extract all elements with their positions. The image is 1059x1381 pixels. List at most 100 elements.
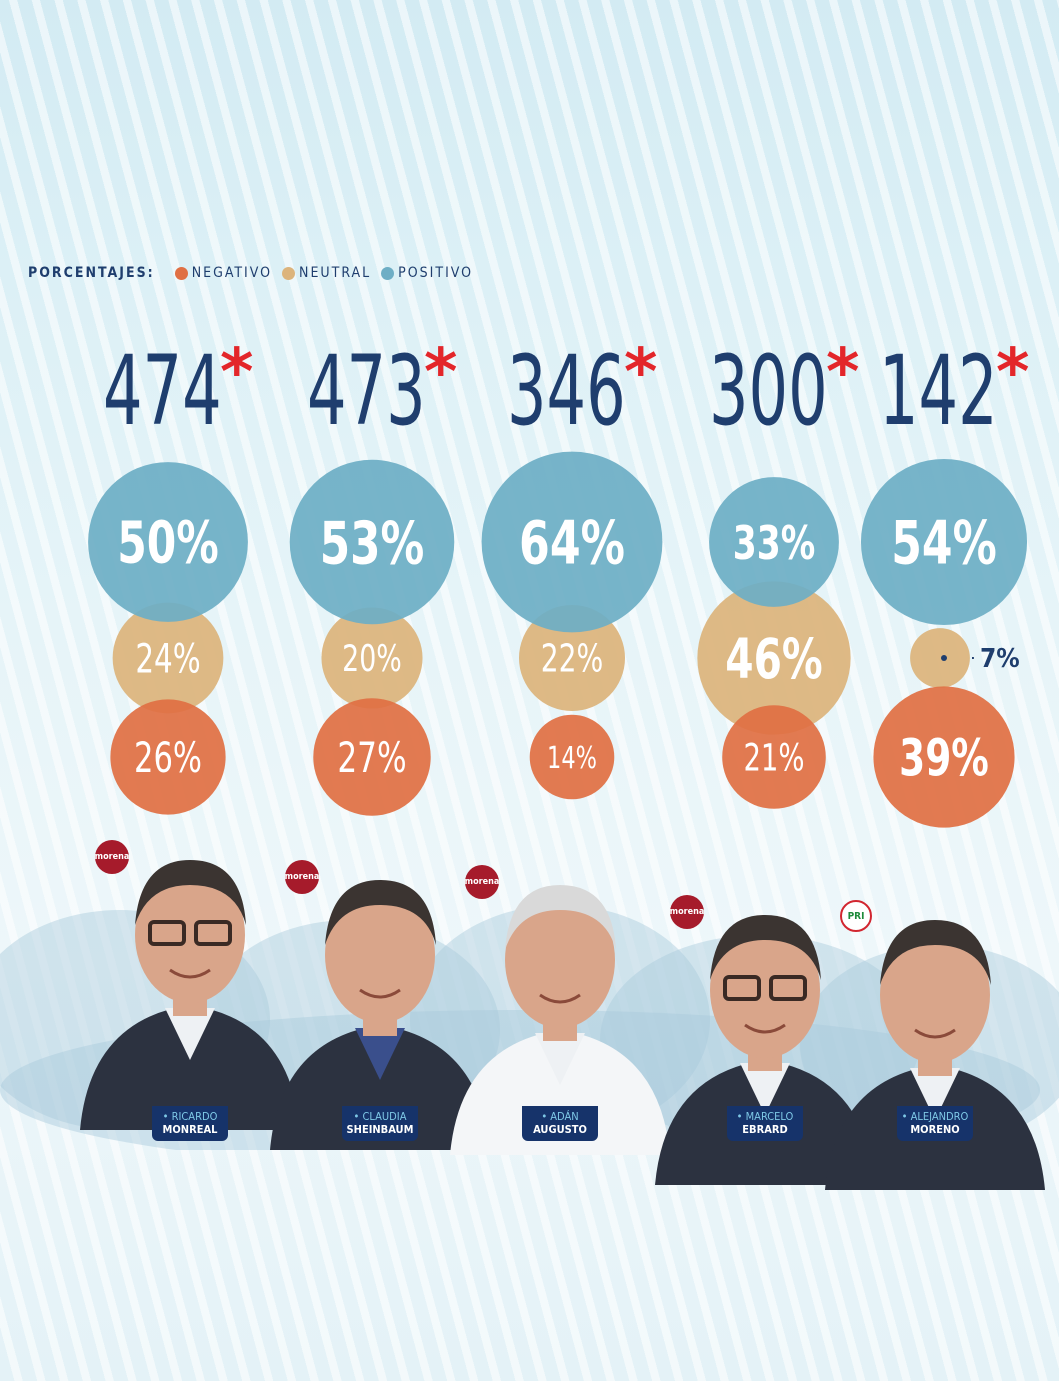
candidate-first-name: • CLAUDIA <box>353 1110 407 1123</box>
candidate-last-name: SHEINBAUM <box>346 1123 414 1136</box>
bubble-positivo <box>860 458 1028 626</box>
bubble-negativo <box>529 714 615 800</box>
candidate-last-name: MONREAL <box>162 1123 218 1136</box>
mouth <box>169 968 211 979</box>
legend: PORCENTAJES: NEGATIVO NEUTRAL POSITIVO <box>28 262 483 284</box>
mouth <box>744 1023 786 1034</box>
morena-logo: morena <box>285 860 319 894</box>
face <box>505 892 615 1028</box>
bubble-label: 7% <box>980 644 1020 674</box>
bubble-label: 24% <box>135 635 200 682</box>
bubble-label: 39% <box>899 728 989 787</box>
hair <box>505 885 616 950</box>
bubble-label: 22% <box>541 638 604 682</box>
bubble-label: 53% <box>320 509 425 578</box>
bubble-label: 27% <box>337 734 406 783</box>
total-value: 473 <box>307 334 426 446</box>
shirt <box>910 1068 960 1120</box>
total-asterisk: * <box>624 336 657 410</box>
candidate-portrait <box>270 880 490 1150</box>
bubble-label: 21% <box>743 737 804 781</box>
pri-logo: PRI <box>840 900 872 932</box>
total-asterisk: * <box>996 336 1029 410</box>
legend-label-negativo: NEGATIVO <box>191 265 273 281</box>
candidate-last-name: MORENO <box>910 1123 960 1136</box>
bubble-label: 26% <box>134 734 202 782</box>
mouth <box>914 1028 956 1039</box>
face <box>135 867 245 1003</box>
legend-label-positivo: POSITIVO <box>398 265 474 281</box>
candidate-portrait <box>825 920 1045 1190</box>
morena-logo: morena <box>670 895 704 929</box>
bubble-label: 50% <box>117 510 219 577</box>
face <box>880 927 990 1063</box>
shirt <box>740 1063 790 1115</box>
bubble-positivo <box>709 477 839 607</box>
shoulders <box>80 1005 300 1130</box>
bubble-negativo <box>873 686 1015 828</box>
bubble-negativo <box>313 698 431 816</box>
hair <box>325 880 436 945</box>
glasses-right <box>769 975 807 1001</box>
glasses-left <box>148 920 186 946</box>
bubble-neutral <box>910 628 970 688</box>
bubble-label: 64% <box>519 508 625 578</box>
bubble-label: 20% <box>342 637 402 680</box>
candidate-first-name: • ADÁN <box>541 1110 579 1123</box>
glasses-right <box>194 920 232 946</box>
candidate-name-tag: • RICARDO MONREAL <box>152 1106 228 1141</box>
bubble-negativo <box>722 705 826 809</box>
mouth <box>539 993 581 1004</box>
bubble-neutral <box>697 581 851 735</box>
candidate-portrait <box>450 885 670 1155</box>
candidate-name-tag: • ADÁN AUGUSTO <box>522 1106 598 1141</box>
candidate-first-name: • ALEJANDRO <box>901 1110 969 1123</box>
glasses-left <box>723 975 761 1001</box>
shoulders <box>270 1025 490 1150</box>
bubble-label: 54% <box>891 508 997 578</box>
bubble-positivo <box>481 451 663 633</box>
morena-logo: morena <box>465 865 499 899</box>
candidate-name-tag: • CLAUDIA SHEINBAUM <box>342 1106 418 1141</box>
bubble-positivo <box>88 462 248 622</box>
hair <box>880 920 991 985</box>
morena-logo: morena <box>95 840 129 874</box>
hair <box>135 860 246 925</box>
shirt <box>165 1008 215 1060</box>
legend-item-negativo: NEGATIVO <box>174 265 273 281</box>
total-value: 300 <box>709 334 828 446</box>
candidate-name-tag: • MARCELO EBRARD <box>727 1106 803 1141</box>
bubble-neutral <box>518 604 626 712</box>
legend-dot-positivo <box>381 266 395 280</box>
legend-dot-negativo <box>174 266 188 280</box>
shirt <box>535 1033 585 1085</box>
legend-title: PORCENTAJES: <box>28 265 155 281</box>
bubble-neutral <box>321 607 423 709</box>
shirt <box>355 1028 405 1080</box>
total-asterisk: * <box>826 336 859 410</box>
legend-label-neutral: NEUTRAL <box>299 265 372 281</box>
hair <box>710 915 821 980</box>
bubble-label: 33% <box>733 516 815 571</box>
bubble-label: 14% <box>547 740 597 776</box>
total-value: 474 <box>103 334 222 446</box>
total-value: 346 <box>507 334 626 446</box>
candidate-last-name: EBRARD <box>742 1123 788 1136</box>
legend-item-positivo: POSITIVO <box>381 265 473 281</box>
candidate-name-tag: • ALEJANDRO MORENO <box>897 1106 973 1141</box>
face <box>325 887 435 1023</box>
bubble-positivo <box>289 459 455 625</box>
candidate-portrait <box>80 860 300 1130</box>
candidate-last-name: AUGUSTO <box>533 1123 587 1136</box>
total-asterisk: * <box>424 336 457 410</box>
shoulders <box>450 1030 670 1155</box>
pointer-dot <box>941 655 947 661</box>
total-value: 142 <box>879 334 998 446</box>
candidate-first-name: • MARCELO <box>736 1110 794 1123</box>
total-asterisk: * <box>220 336 253 410</box>
bubble-label: 46% <box>725 626 822 691</box>
face <box>710 922 820 1058</box>
bubble-neutral <box>112 602 224 714</box>
candidate-first-name: • RICARDO <box>162 1110 218 1123</box>
